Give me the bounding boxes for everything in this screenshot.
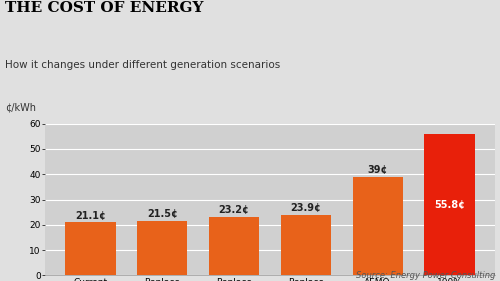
Text: 23.2¢: 23.2¢	[218, 205, 250, 215]
Text: 21.5¢: 21.5¢	[147, 210, 178, 219]
Text: 23.9¢: 23.9¢	[290, 203, 322, 214]
Bar	[352, 177, 403, 275]
Text: ¢/kWh: ¢/kWh	[5, 103, 36, 113]
Text: THE COST OF ENERGY: THE COST OF ENERGY	[5, 1, 203, 15]
Bar	[281, 215, 331, 275]
Bar	[66, 222, 116, 275]
Bar	[137, 221, 188, 275]
Text: 21.1¢: 21.1¢	[75, 210, 106, 221]
Bar	[424, 134, 474, 275]
Text: How it changes under different generation scenarios: How it changes under different generatio…	[5, 60, 280, 71]
Text: Source: Energy Power Consulting: Source: Energy Power Consulting	[356, 271, 495, 280]
Bar	[209, 217, 259, 275]
Text: 55.8¢: 55.8¢	[434, 200, 465, 210]
Text: 39¢: 39¢	[368, 165, 388, 175]
